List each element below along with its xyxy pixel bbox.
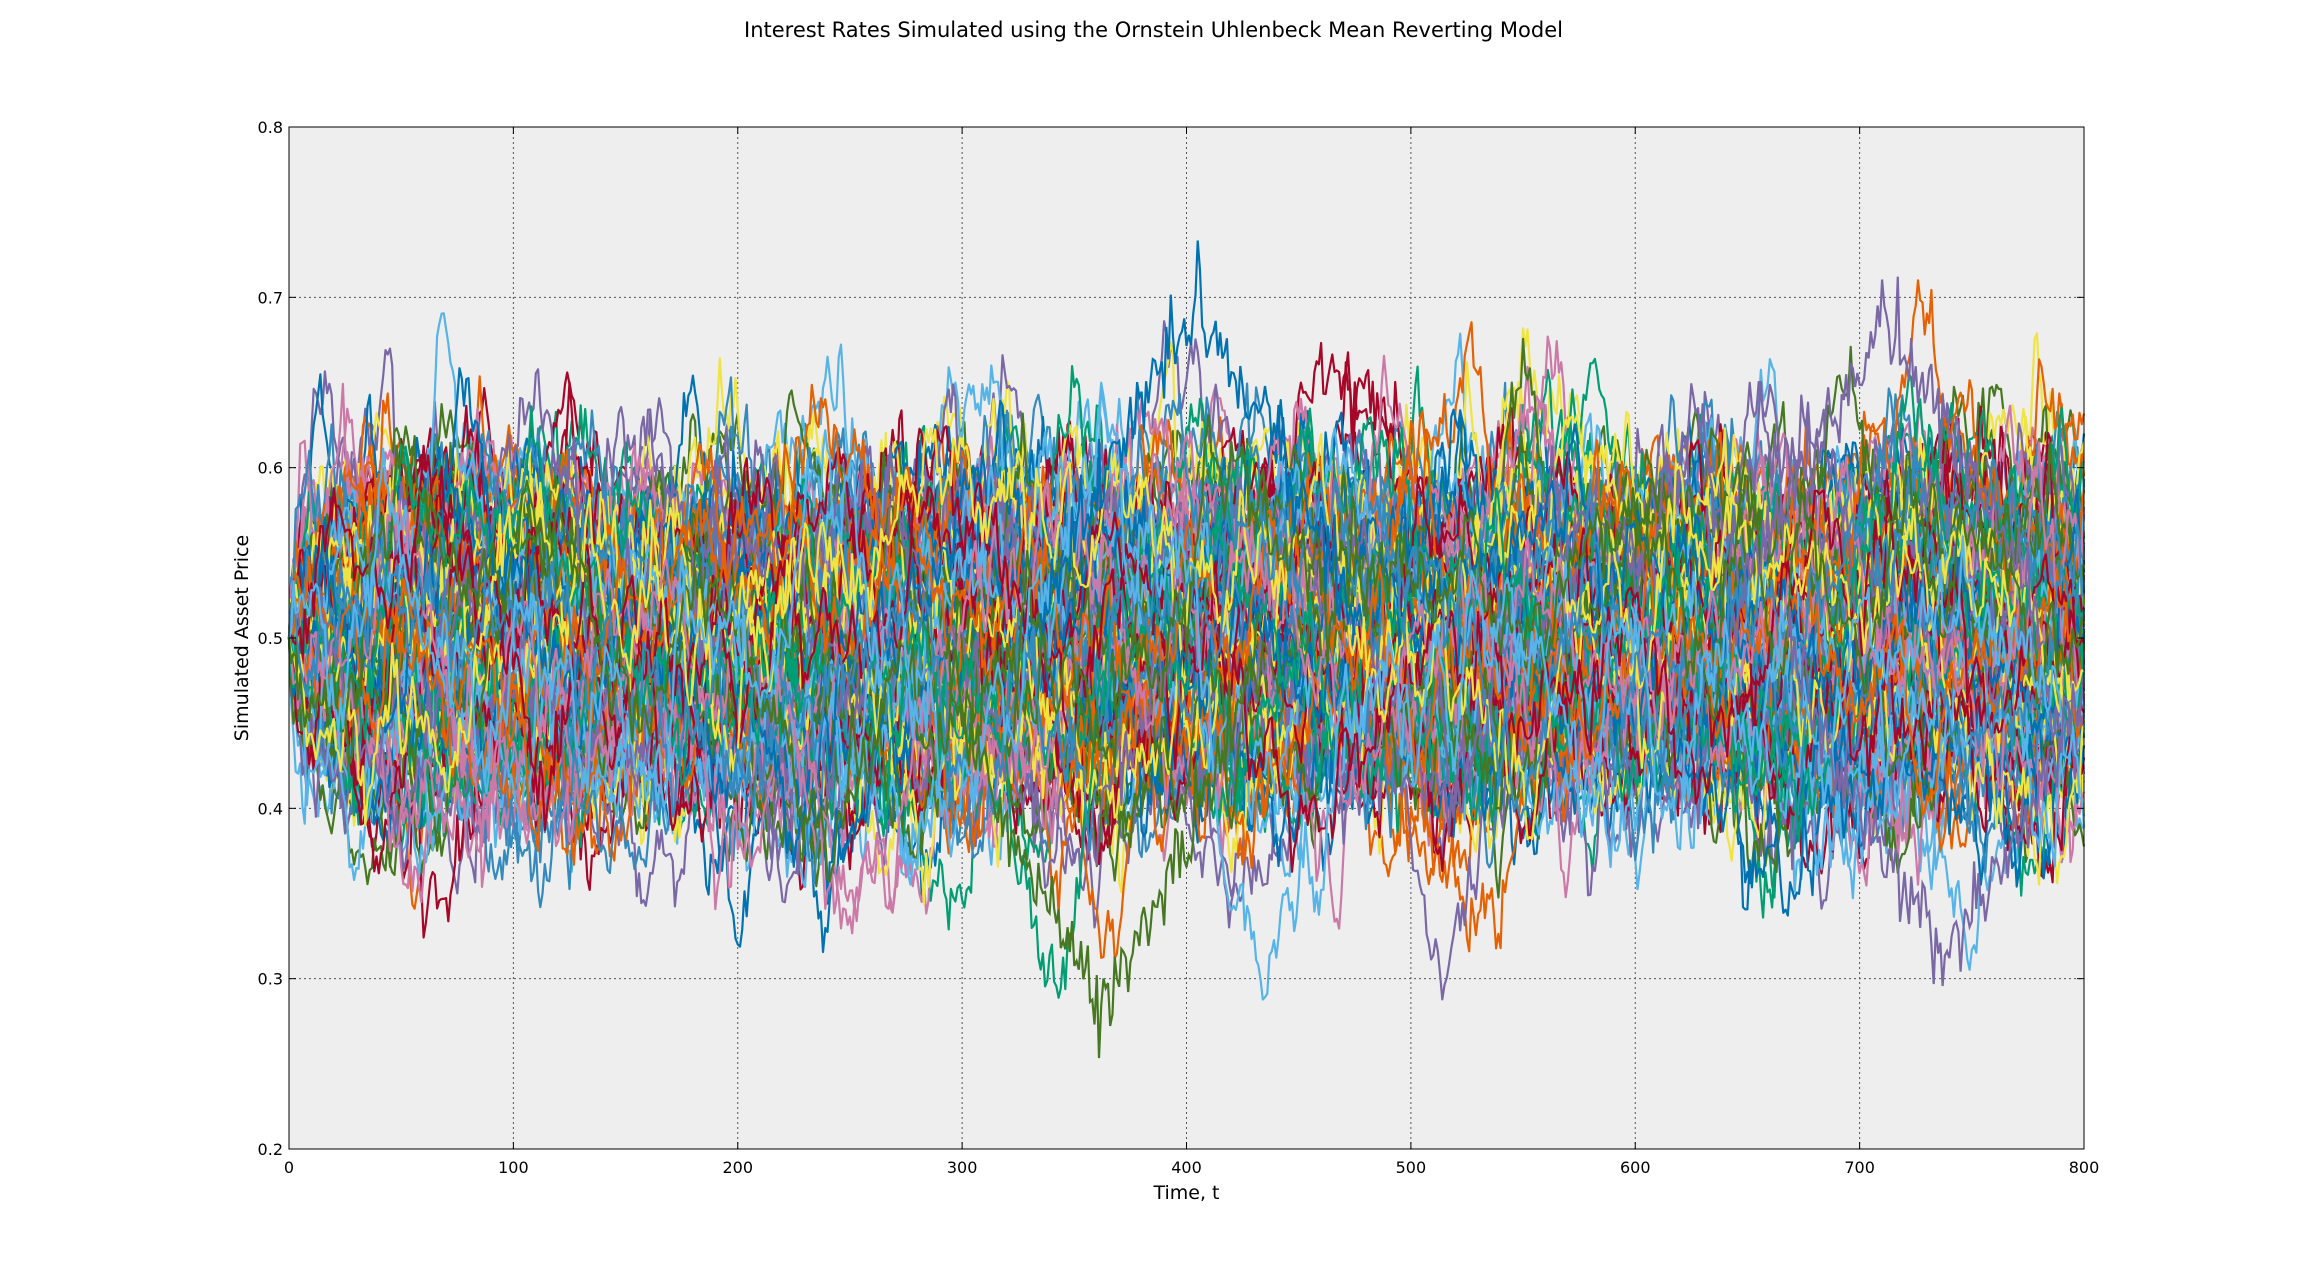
y-tick-label: 0.8 — [258, 118, 283, 137]
y-tick-label: 0.3 — [258, 970, 283, 989]
series-path — [287, 427, 2085, 841]
x-tick-label: 500 — [1396, 1158, 1427, 1177]
y-tick-label: 0.7 — [258, 288, 283, 307]
x-tick-label: 700 — [1844, 1158, 1875, 1177]
series-path — [287, 396, 2086, 899]
y-tick-label: 0.5 — [258, 629, 283, 648]
y-axis-label: Simulated Asset Price — [231, 535, 253, 741]
extreme-path — [1786, 606, 2086, 987]
extreme-path — [1039, 240, 1356, 636]
x-tick-label: 0 — [284, 1158, 294, 1177]
x-tick-label: 400 — [1171, 1158, 1202, 1177]
series-path — [287, 387, 2086, 830]
x-tick-label: 800 — [2069, 1158, 2100, 1177]
y-tick-label: 0.4 — [258, 799, 283, 818]
series-path — [287, 382, 2086, 909]
x-tick-label: 300 — [947, 1158, 978, 1177]
series-path — [287, 425, 2086, 840]
x-tick-label: 200 — [722, 1158, 753, 1177]
extreme-path — [943, 612, 1260, 1059]
extreme-path — [1728, 276, 2045, 653]
x-axis-label: Time, t — [1152, 1182, 1219, 1204]
axis-ticks: 0 100 200 300 400 500 600 700 800 0.2 0.3 0.4 0.5 0.6… — [258, 118, 2100, 1177]
y-tick-label: 0.2 — [258, 1140, 283, 1159]
series-path — [287, 414, 2086, 883]
series-path — [287, 383, 2086, 1001]
chart-title: Interest Rates Simulated using the Ornst… — [744, 18, 1563, 42]
x-tick-label: 100 — [498, 1158, 529, 1177]
series-paths — [287, 240, 2086, 1059]
y-tick-label: 0.6 — [258, 459, 283, 478]
x-tick-label: 600 — [1620, 1158, 1651, 1177]
